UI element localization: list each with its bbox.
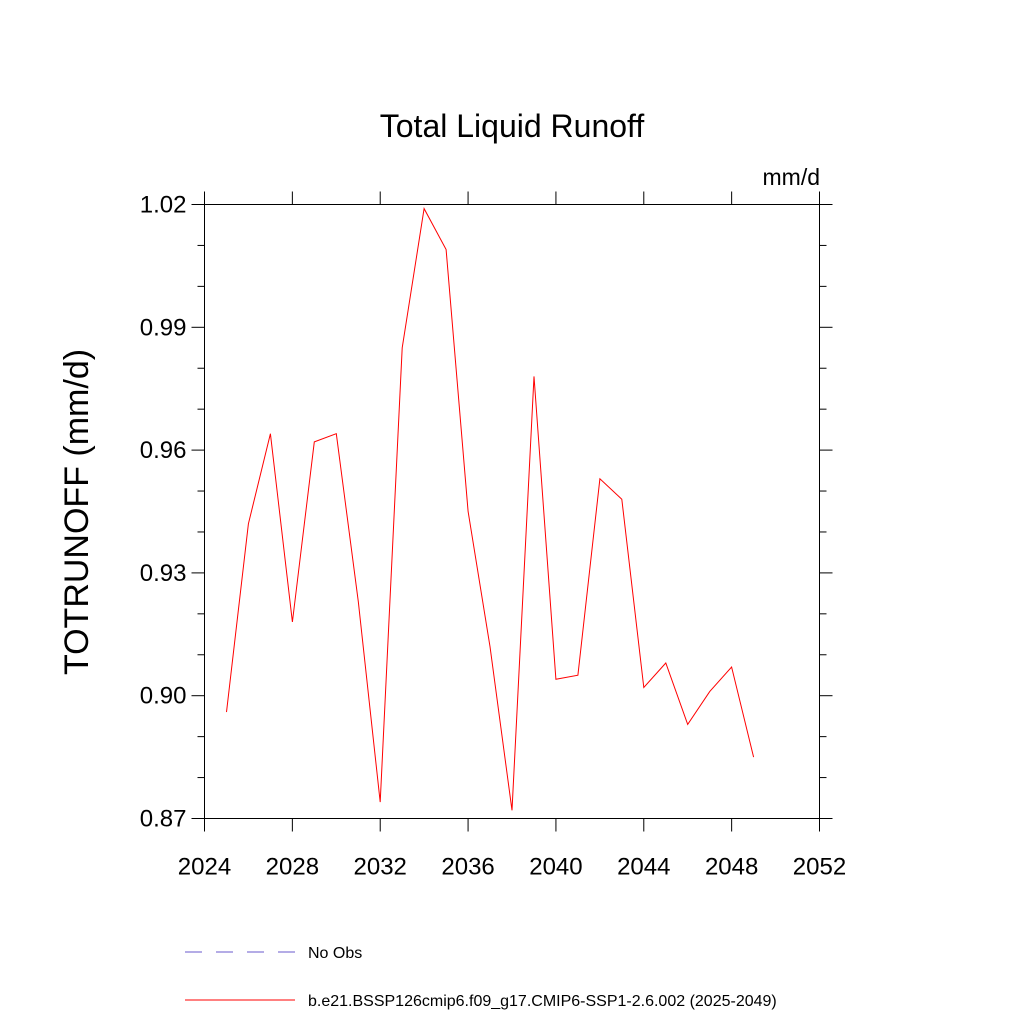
legend-label-0: No Obs	[308, 945, 362, 962]
legend-label-1: b.e21.BSSP126cmip6.f09_g17.CMIP6-SSP1-2.…	[308, 993, 777, 1010]
y-tick-label: 0.87	[140, 806, 187, 833]
x-tick-label: 2032	[354, 854, 407, 881]
chart-title: Total Liquid Runoff	[380, 108, 645, 144]
y-tick-label: 0.96	[140, 437, 187, 464]
x-tick-label: 2048	[705, 854, 758, 881]
legend: No Obs b.e21.BSSP126cmip6.f09_g17.CMIP6-S…	[185, 945, 777, 1010]
y-tick-label: 0.90	[140, 683, 187, 710]
x-tick-label: 2028	[266, 854, 319, 881]
series-lines	[226, 207, 755, 811]
plot-frame	[204, 204, 820, 819]
series-line-1	[226, 207, 755, 811]
x-tick-label: 2036	[441, 854, 494, 881]
y-tick-label: 0.99	[140, 314, 187, 341]
units-label: mm/d	[763, 164, 821, 190]
x-tick-label: 2044	[617, 854, 670, 881]
tick-labels: 2024 2028 2032 2036 2040 2044 2048 2052 0.87 0.90…	[140, 192, 846, 881]
x-tick-label: 2052	[793, 854, 846, 881]
axis-ticks	[191, 191, 833, 832]
x-tick-label: 2024	[178, 854, 231, 881]
y-tick-label: 0.93	[140, 560, 187, 587]
y-axis-label: TOTRUNOFF (mm/d)	[58, 349, 96, 675]
x-tick-label: 2040	[529, 854, 582, 881]
y-tick-label: 1.02	[140, 192, 187, 219]
